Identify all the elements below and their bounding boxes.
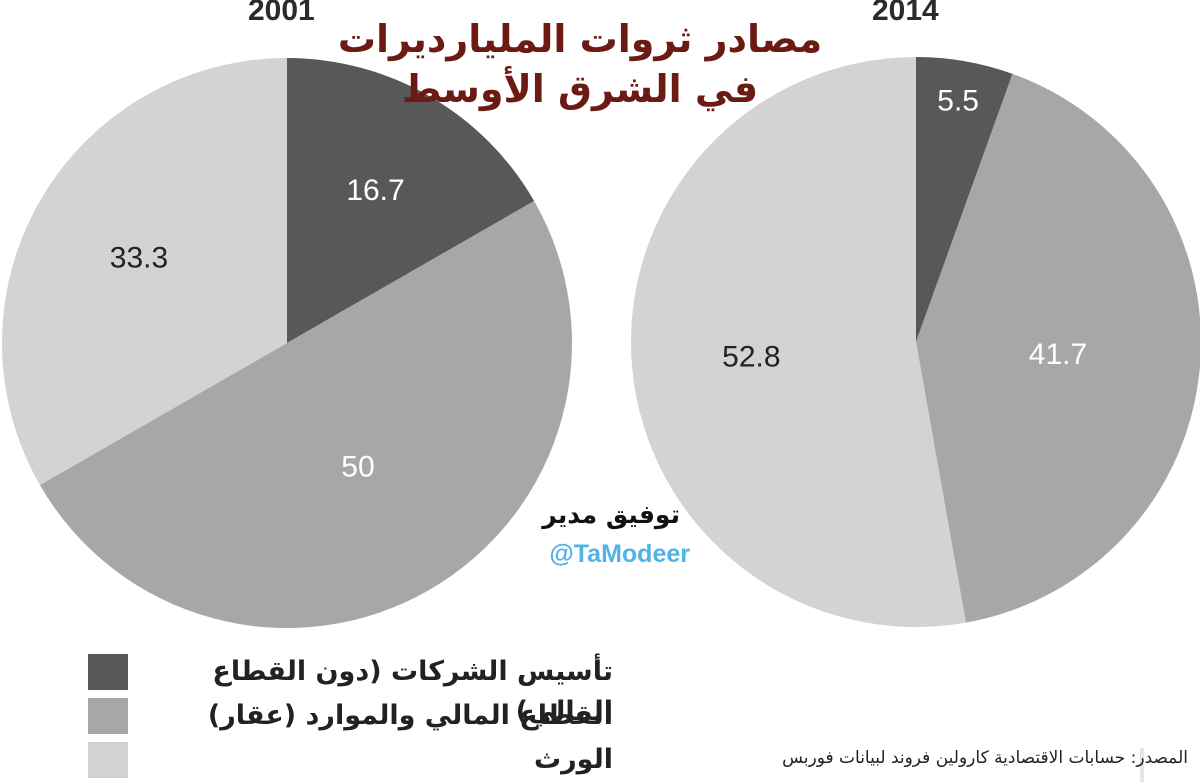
legend-swatch bbox=[88, 654, 128, 690]
year-label-2001: 2001 bbox=[248, 0, 315, 27]
pie-slice bbox=[630, 57, 966, 627]
legend-swatch bbox=[88, 742, 128, 778]
legend-label: القطاع المالي والموارد (عقار) bbox=[207, 700, 613, 731]
legend-swatch bbox=[88, 698, 128, 734]
slice-value-label: 52.8 bbox=[722, 341, 780, 374]
slice-value-label: 33.3 bbox=[110, 241, 168, 274]
year-label-2014: 2014 bbox=[872, 0, 939, 27]
source-note: المصدر: حسابات الاقتصادية كارولين فروند … bbox=[782, 748, 1188, 768]
legend-item-founding: تأسيس الشركات (دون القطاع المالي) bbox=[88, 652, 628, 727]
legend-item-inheritance: الورث bbox=[88, 740, 628, 784]
pie-slice bbox=[916, 73, 1200, 623]
pie-2001: 16.7 50 33.3 bbox=[1, 58, 573, 628]
title-line-2: في الشرق الأوسط bbox=[401, 67, 759, 111]
slice-value-label: 50 bbox=[341, 451, 374, 484]
author-name: توفيق مدير bbox=[542, 500, 680, 529]
slice-value-label: 5.5 bbox=[937, 85, 979, 118]
legend: تأسيس الشركات (دون القطاع المالي) القطاع… bbox=[88, 652, 628, 784]
source-divider bbox=[1140, 748, 1144, 782]
slice-value-label: 16.7 bbox=[346, 174, 404, 207]
legend-item-finance: القطاع المالي والموارد (عقار) bbox=[88, 696, 628, 740]
pie-2014: 5.5 41.7 52.8 bbox=[630, 57, 1200, 627]
title-line-1: مصادر ثروات المليارديرات bbox=[337, 17, 823, 61]
legend-label: تأسيس الشركات (دون القطاع المالي) bbox=[212, 656, 613, 727]
pie-slice bbox=[287, 58, 535, 343]
pie-slice bbox=[1, 58, 288, 485]
slice-value-label: 41.7 bbox=[1029, 338, 1087, 371]
author-handle: @TaModeer bbox=[549, 540, 690, 568]
pie-slice bbox=[916, 57, 1013, 342]
pie-slice bbox=[39, 201, 573, 628]
top-strip bbox=[0, 0, 1200, 16]
chart-title: مصادر ثروات المليارديرات في الشرق الأوسط bbox=[330, 14, 830, 114]
legend-label: الورث bbox=[534, 744, 613, 775]
